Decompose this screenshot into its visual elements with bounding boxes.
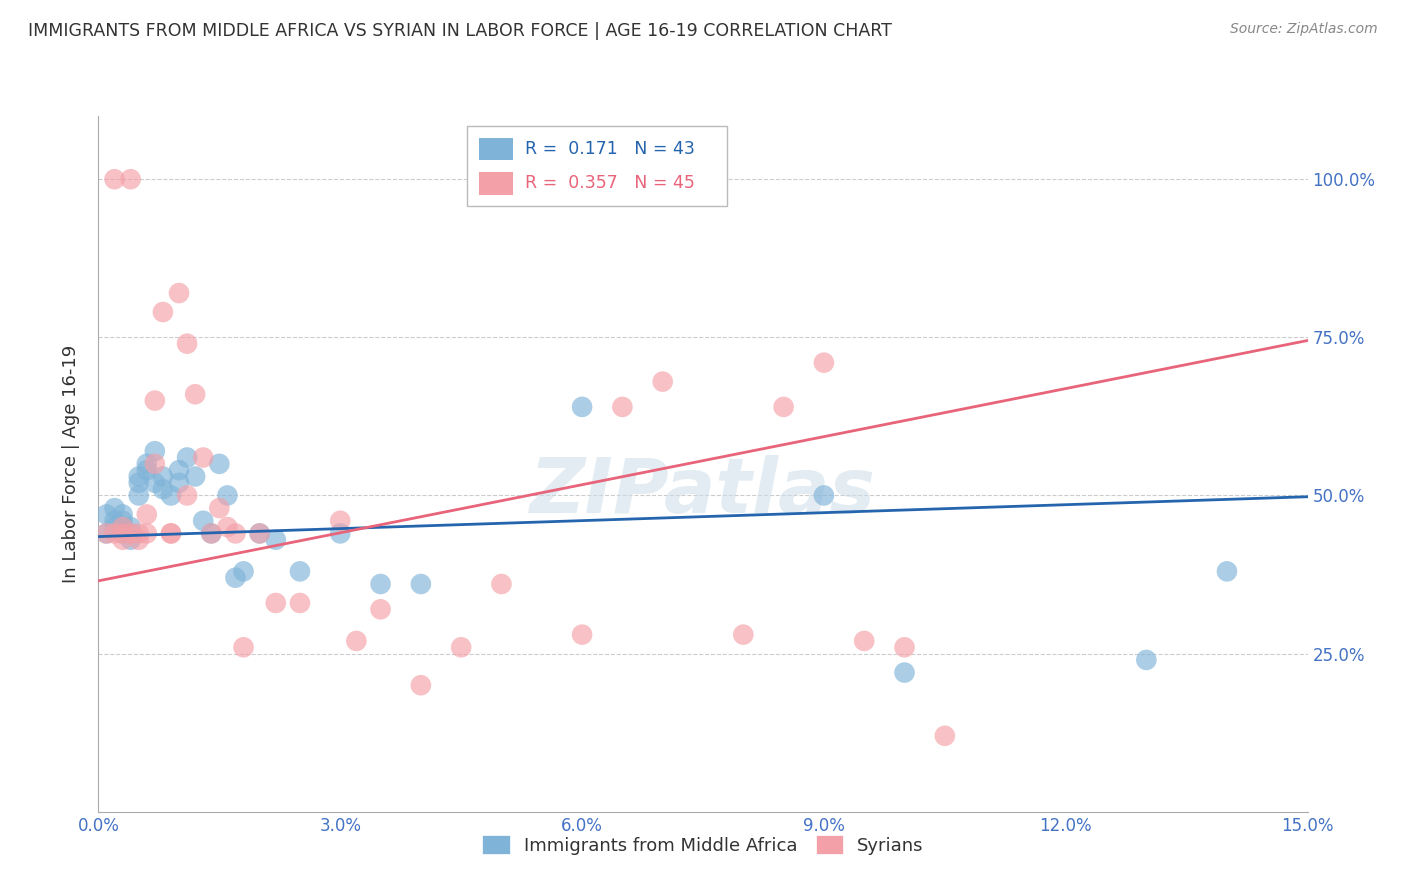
Point [288,565,311,579]
Point [120,520,142,534]
Point [813,488,835,502]
Text: Source: ZipAtlas.com: Source: ZipAtlas.com [1230,22,1378,37]
Point [160,526,183,541]
Point [772,400,794,414]
Point [217,520,239,534]
Point [344,634,367,648]
Point [733,627,755,641]
Point [651,375,673,389]
Point [232,640,254,655]
Point [120,526,142,541]
Point [329,514,352,528]
Point [143,475,166,490]
Point [893,665,915,680]
Point [143,393,166,408]
Point [853,634,876,648]
Point [128,475,150,490]
Point [200,526,222,541]
Point [193,450,215,465]
Point [96,508,118,522]
Point [143,444,166,458]
Point [184,469,207,483]
Point [120,526,142,541]
Point [893,640,915,655]
Point [193,514,215,528]
Point [103,526,125,541]
Point [264,533,287,547]
Point [135,526,157,541]
Point [184,387,207,401]
Point [128,469,150,483]
Point [329,526,352,541]
Point [167,475,190,490]
Point [934,729,956,743]
FancyBboxPatch shape [467,127,727,206]
Point [612,400,634,414]
Point [217,488,239,502]
Point [167,286,190,301]
Point [128,533,150,547]
Point [152,469,174,483]
Point [370,577,392,591]
Point [167,463,190,477]
Point [111,526,134,541]
Point [120,172,142,186]
Point [208,501,231,516]
Point [111,533,134,547]
Point [224,571,246,585]
Point [176,450,198,465]
Y-axis label: In Labor Force | Age 16-19: In Labor Force | Age 16-19 [62,344,80,583]
Point [450,640,472,655]
Point [370,602,392,616]
Point [135,463,157,477]
Point [409,678,432,692]
Legend: Immigrants from Middle Africa, Syrians: Immigrants from Middle Africa, Syrians [475,828,931,862]
Point [128,526,150,541]
Point [111,514,134,528]
Point [96,526,118,541]
Point [813,356,835,370]
Point [96,526,118,541]
Point [232,565,254,579]
Point [491,577,513,591]
Text: IMMIGRANTS FROM MIDDLE AFRICA VS SYRIAN IN LABOR FORCE | AGE 16-19 CORRELATION C: IMMIGRANTS FROM MIDDLE AFRICA VS SYRIAN … [28,22,891,40]
Text: R =  0.171   N = 43: R = 0.171 N = 43 [526,140,695,159]
Point [103,172,125,186]
Point [160,526,183,541]
FancyBboxPatch shape [479,138,513,161]
Point [111,526,134,541]
Point [200,526,222,541]
Point [103,514,125,528]
FancyBboxPatch shape [479,172,513,194]
Point [264,596,287,610]
Point [208,457,231,471]
Point [571,627,593,641]
Point [571,400,593,414]
Point [224,526,246,541]
Point [160,488,183,502]
Point [249,526,271,541]
Point [1135,653,1157,667]
Point [409,577,432,591]
Point [176,336,198,351]
Point [152,482,174,496]
Point [1216,565,1239,579]
Point [120,533,142,547]
Point [288,596,311,610]
Point [249,526,271,541]
Point [143,457,166,471]
Point [103,520,125,534]
Point [103,501,125,516]
Point [176,488,198,502]
Point [128,488,150,502]
Point [152,305,174,319]
Point [111,520,134,534]
Point [111,520,134,534]
Point [135,508,157,522]
Text: ZIPatlas: ZIPatlas [530,455,876,529]
Point [135,457,157,471]
Point [111,508,134,522]
Text: R =  0.357   N = 45: R = 0.357 N = 45 [526,175,695,193]
